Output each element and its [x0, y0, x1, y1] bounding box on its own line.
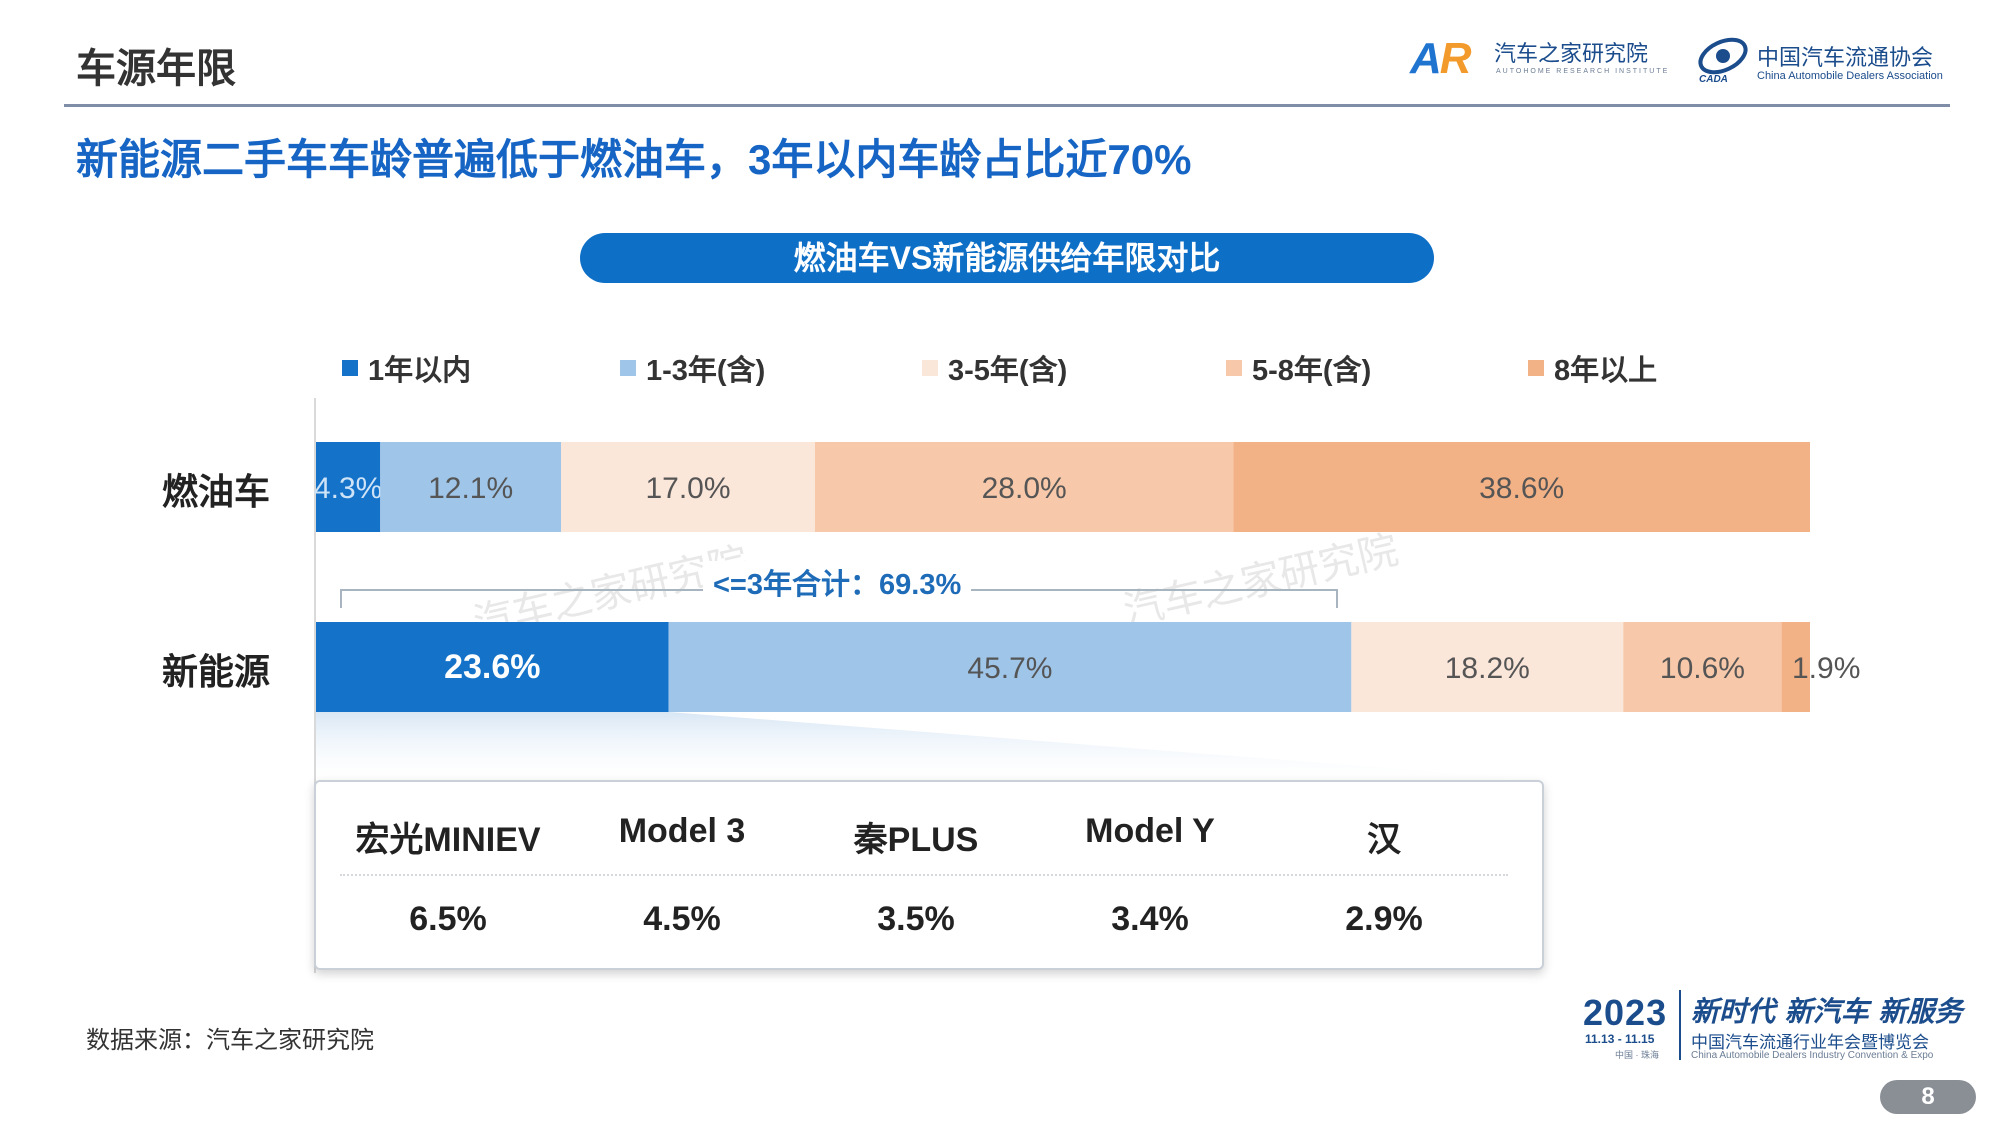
legend-swatch — [620, 360, 636, 376]
bar-segment-2-4 — [1623, 622, 1782, 712]
chart-title: 燃油车VS新能源供给年限对比 — [580, 233, 1434, 283]
expo-dates: 11.13 - 11.15 — [1585, 1032, 1655, 1046]
model-share: 6.5% — [409, 900, 487, 938]
model-share: 3.4% — [1111, 900, 1189, 938]
zoom-funnel — [316, 712, 1540, 780]
data-label-1-3: 17.0% — [645, 472, 730, 505]
cada-logo: CADA 中国汽车流通协会 China Automobile Dealers A… — [1695, 30, 1955, 85]
model-share: 2.9% — [1345, 900, 1423, 938]
expo-location: 中国 · 珠海 — [1615, 1050, 1659, 1060]
legend-swatch — [922, 360, 938, 376]
data-label-2-3: 18.2% — [1445, 652, 1530, 685]
legend-swatch — [1528, 360, 1544, 376]
ar-logo-icon: AR — [1410, 34, 1472, 83]
bar-segment-1-3 — [561, 442, 815, 532]
top-models-card: 宏光MINIEV Model 3 秦PLUS Model Y 汉 6.5% 4.… — [314, 780, 1544, 970]
data-label-2-2: 45.7% — [967, 652, 1052, 685]
header-divider — [64, 104, 1950, 107]
page-title: 车源年限 — [76, 47, 236, 91]
logo-ar-en: AUTOHOME RESEARCH INSTITUTE — [1496, 68, 1670, 75]
bar-segment-1-2 — [380, 442, 562, 532]
card-divider — [340, 874, 1508, 876]
expo-logo: 2023 11.13 - 11.15 中国 · 珠海 新时代 新汽车 新服务 中… — [1575, 990, 1975, 1061]
model-name: Model 3 — [618, 812, 746, 850]
svg-text:CADA: CADA — [1699, 74, 1728, 84]
legend-swatch — [342, 360, 358, 376]
data-label-1-4: 28.0% — [982, 472, 1067, 505]
slide-subtitle: 新能源二手车车龄普遍低于燃油车，3年以内车龄占比近70% — [76, 136, 1192, 183]
expo-name-en: China Automobile Dealers Industry Conven… — [1691, 1050, 1934, 1061]
data-label-1-2: 12.1% — [428, 472, 513, 505]
bar-segment-2-2 — [668, 622, 1352, 712]
category-axis-line — [314, 398, 316, 973]
model-name: Model Y — [1085, 812, 1215, 850]
legend-label: 8年以上 — [1554, 355, 1658, 387]
data-label-2-5: 1.9% — [1792, 652, 1860, 685]
data-source: 数据来源：汽车之家研究院 — [86, 1027, 374, 1054]
legend-item-1: 1年以内 — [342, 347, 471, 387]
data-label-1-5: 38.6% — [1479, 472, 1564, 505]
legend-label: 3-5年(含) — [948, 355, 1068, 387]
legend-label: 1-3年(含) — [646, 355, 766, 387]
model-name: 汉 — [1367, 821, 1401, 859]
model-name: 秦PLUS — [853, 821, 979, 859]
category-label-nev: 新能源 — [162, 651, 271, 692]
bar-segment-1-4 — [814, 442, 1234, 532]
category-label-ice: 燃油车 — [162, 471, 271, 512]
logo-ar-cn: 汽车之家研究院 — [1494, 41, 1649, 66]
legend-item-2: 1-3年(含) — [620, 347, 765, 387]
page-number: 8 — [1880, 1080, 1976, 1114]
expo-slogan: 新时代 新汽车 新服务 — [1691, 995, 1963, 1028]
data-label-2-1: 23.6% — [444, 648, 540, 686]
legend-item-5: 8年以上 — [1528, 347, 1657, 387]
model-share: 3.5% — [877, 900, 955, 938]
bar-segment-1-5 — [1233, 442, 1810, 532]
expo-year: 2023 — [1583, 992, 1668, 1033]
bar-segment-2-5 — [1781, 622, 1810, 712]
data-label-1-1: 4.3% — [314, 472, 382, 505]
data-label-2-4: 10.6% — [1660, 652, 1745, 685]
bar-segment-1-1 — [316, 442, 381, 532]
legend-item-4: 5-8年(含) — [1226, 347, 1371, 387]
model-share: 4.5% — [643, 900, 721, 938]
legend-swatch — [1226, 360, 1242, 376]
bar-segment-2-3 — [1351, 622, 1624, 712]
bar-segment-2-1 — [316, 622, 669, 712]
cumulative-annotation: <=3年合计：69.3% — [703, 561, 972, 603]
logo-cada-en: China Automobile Dealers Association — [1757, 70, 1943, 82]
autohome-research-logo: AR 汽车之家研究院 AUTOHOME RESEARCH INSTITUTE — [1410, 30, 1667, 85]
expo-name-cn: 中国汽车流通行业年会暨博览会 — [1691, 1033, 1929, 1052]
cada-emblem-icon: CADA — [1698, 37, 1748, 84]
logo-cada-cn: 中国汽车流通协会 — [1757, 46, 1934, 71]
legend-label: 5-8年(含) — [1252, 355, 1372, 387]
expo-divider — [1679, 990, 1681, 1060]
model-name: 宏光MINIEV — [355, 821, 541, 859]
legend-label: 1年以内 — [368, 355, 472, 387]
legend-item-3: 3-5年(含) — [922, 347, 1067, 387]
